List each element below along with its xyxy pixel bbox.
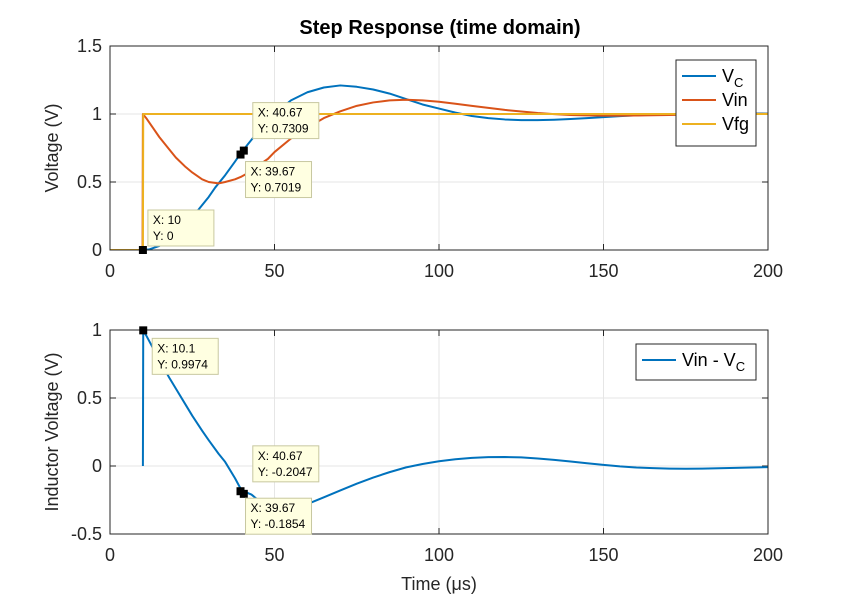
x-tick-label: 0 (105, 261, 115, 281)
y-tick-label: -0.5 (71, 524, 102, 544)
x-tick-label: 0 (105, 545, 115, 565)
x-tick-label: 50 (264, 545, 284, 565)
legend-label-subscript: C (734, 75, 743, 90)
datatip-text: Y: -0.2047 (258, 465, 313, 479)
datatip-text: X: 10 (153, 213, 181, 227)
legend-label: Vin (722, 90, 748, 110)
datatip-text: Y: 0.9974 (157, 357, 208, 371)
series-group (110, 84, 768, 250)
y-tick-label: 1.5 (77, 36, 102, 56)
series-group (141, 330, 768, 510)
axes-frame (109, 45, 769, 251)
x-tick-label: 100 (424, 545, 454, 565)
datatip-box (252, 102, 320, 140)
legend-label-subscript: C (736, 359, 745, 374)
datatip-box (151, 337, 219, 375)
legend-box (635, 343, 757, 381)
datatip-text: X: 40.67 (258, 106, 303, 120)
datatip-marker (139, 326, 148, 335)
series-line (110, 113, 768, 250)
y-tick-label: 0.5 (77, 172, 102, 192)
datatip-text: X: 10.1 (157, 341, 195, 355)
datatip-box (147, 209, 215, 247)
y-tick-label: 0.5 (77, 388, 102, 408)
axes-frame (109, 329, 769, 535)
x-tick-label: 200 (753, 545, 783, 565)
x-tick-label: 150 (588, 545, 618, 565)
y-tick-label: 0 (92, 240, 102, 260)
legend-label: Vfg (722, 114, 749, 134)
y-tick-label: 0 (92, 456, 102, 476)
datatip-marker (236, 150, 245, 159)
y-axis-label: Voltage (V) (42, 103, 62, 192)
series-line (141, 330, 768, 510)
x-tick-label: 50 (264, 261, 284, 281)
datatip-marker (138, 246, 147, 254)
datatip-text: X: 39.67 (251, 501, 296, 515)
series-line (141, 98, 768, 250)
x-axis-label: Time (μs) (401, 574, 477, 594)
datatip-box (245, 161, 313, 199)
x-tick-label: 100 (424, 261, 454, 281)
x-tick-label: 200 (753, 261, 783, 281)
datatip-text: Y: 0.7019 (251, 181, 302, 195)
legend-box (675, 59, 757, 147)
chart-title: Step Response (time domain) (299, 17, 580, 39)
datatip-text: X: 40.67 (258, 449, 303, 463)
y-axis-label: Inductor Voltage (V) (42, 352, 62, 511)
datatip-box (252, 445, 320, 483)
x-tick-label: 150 (588, 261, 618, 281)
datatip-text: X: 39.67 (251, 165, 296, 179)
datatip-marker (236, 487, 245, 496)
datatip-text: Y: 0.7309 (258, 122, 309, 136)
datatip-text: Y: 0 (153, 229, 174, 243)
y-tick-label: 1 (92, 104, 102, 124)
datatip-box (245, 497, 313, 535)
datatip-text: Y: -0.1854 (251, 517, 306, 531)
y-tick-label: 1 (92, 320, 102, 340)
